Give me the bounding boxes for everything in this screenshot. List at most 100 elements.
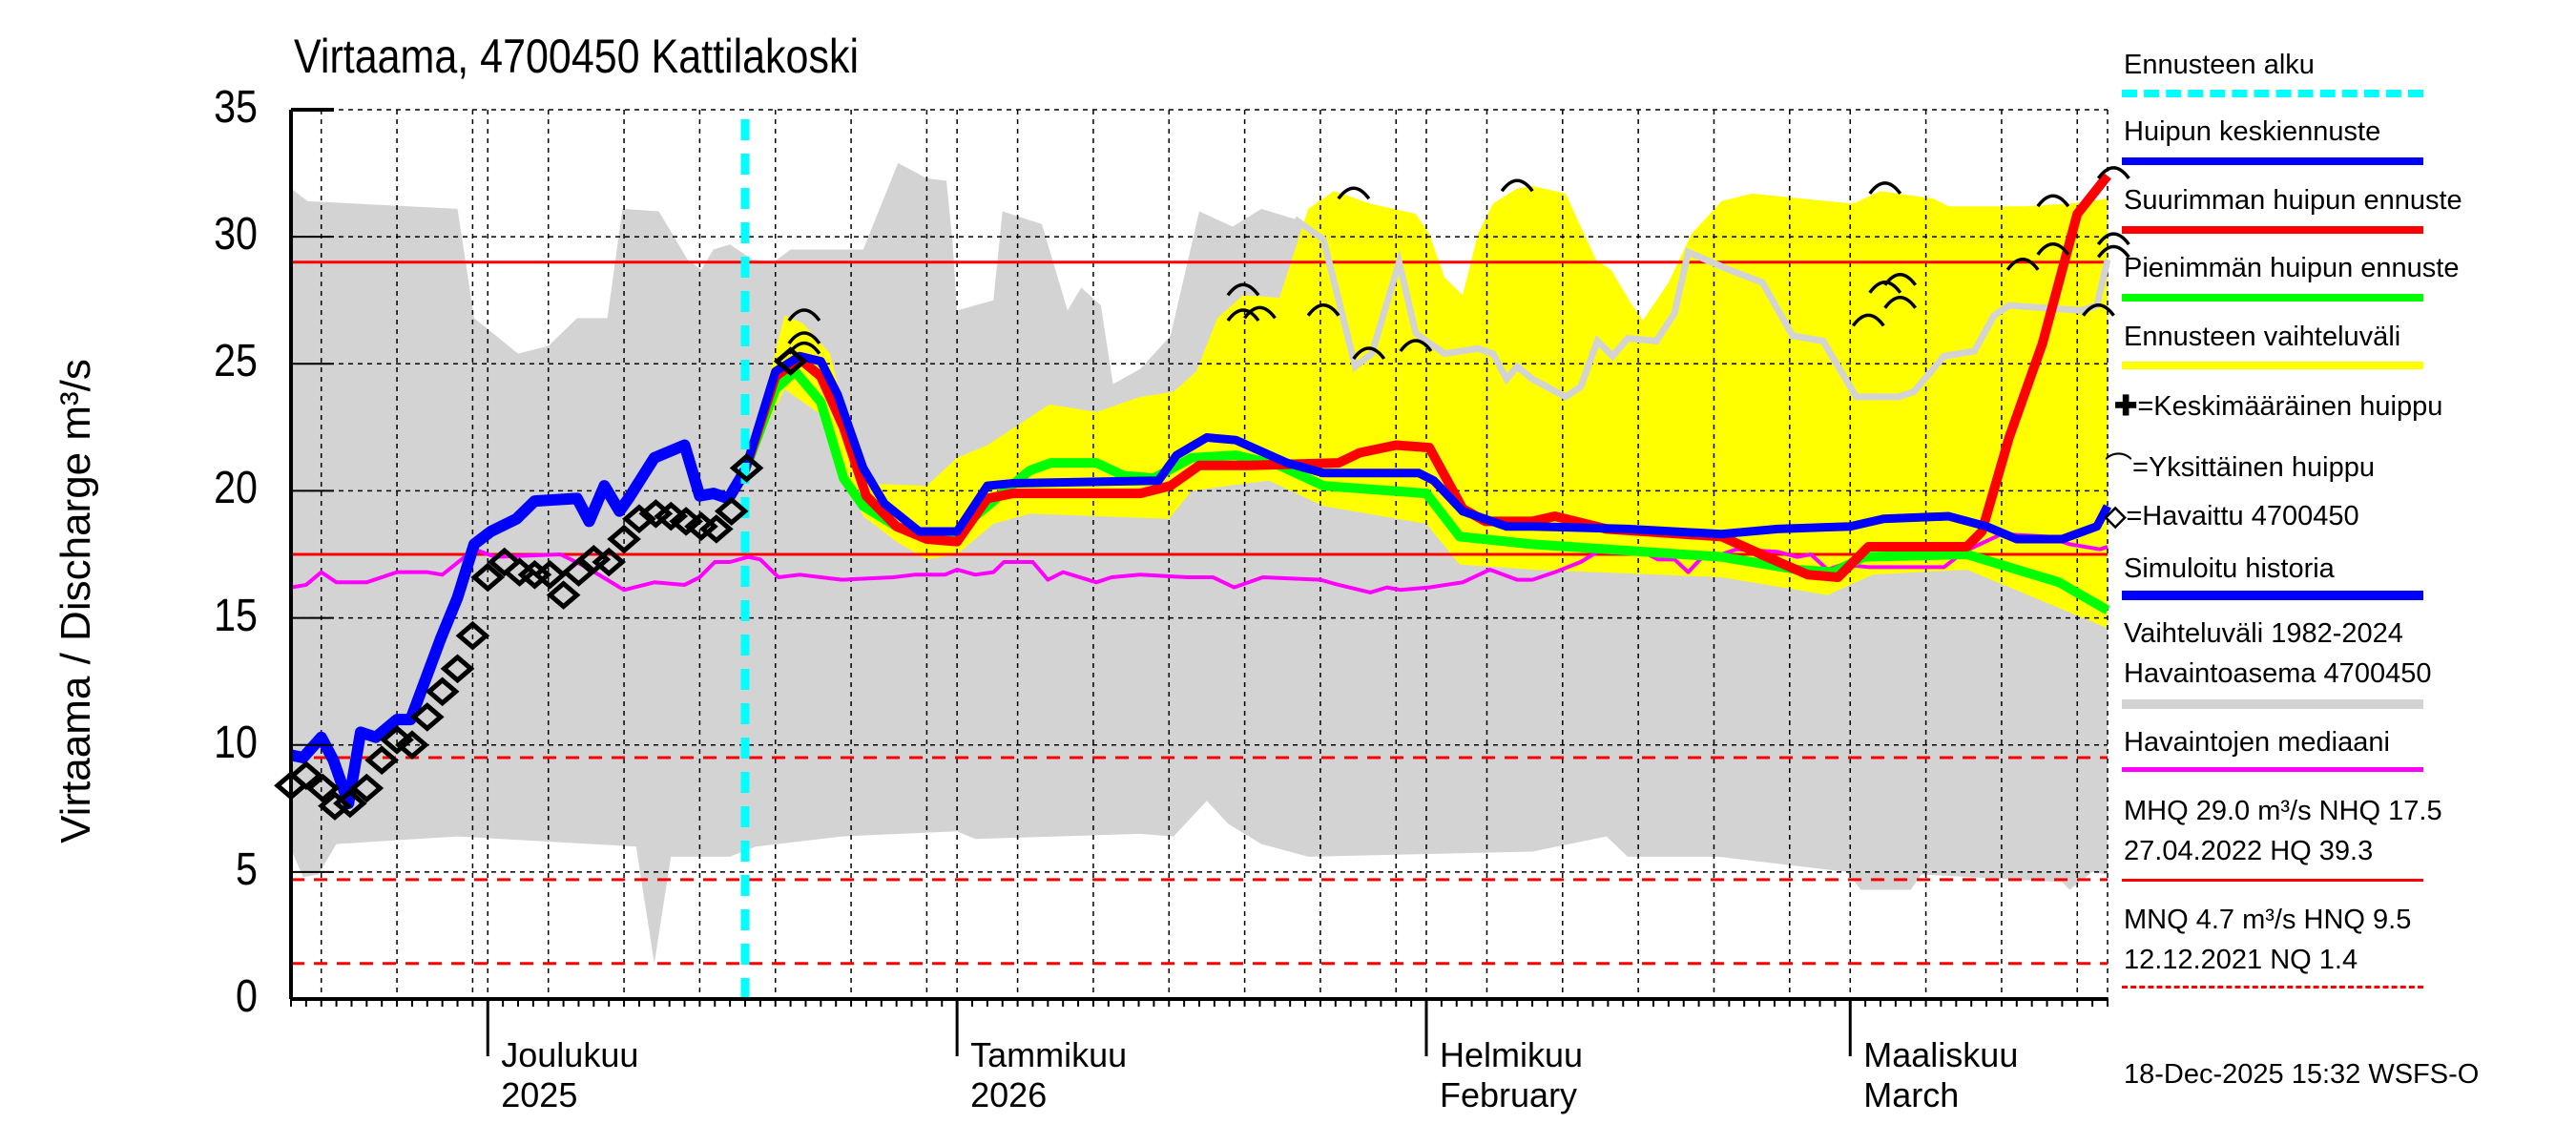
month-sub: March <box>1863 1075 1960 1114</box>
month-label: Tammikuu 2026 <box>970 1035 1127 1115</box>
single-peak-marker <box>2036 194 2070 208</box>
legend-observed: ◇=Havaittu 4700450 <box>2105 501 2359 531</box>
single-peak-marker <box>2005 258 2040 271</box>
y-tick-label: 0 <box>236 971 258 1022</box>
month-label: Joulukuu 2025 <box>501 1035 638 1115</box>
single-peak-marker <box>2036 242 2070 256</box>
month-name: Maaliskuu <box>1863 1035 2019 1074</box>
single-peak-marker <box>1883 295 1918 309</box>
observed-point <box>502 557 537 587</box>
y-tick-label: 5 <box>236 843 258 895</box>
observed-point <box>395 730 429 760</box>
legend-hist-range-1: Vaihteluväli 1982-2024 <box>2124 618 2403 649</box>
single-peak-marker <box>1399 339 1433 353</box>
legend-max-peak: Suurimman huipun ennuste <box>2124 185 2462 216</box>
month-sub: February <box>1440 1075 1578 1114</box>
series-max <box>740 173 2111 582</box>
single-peak-marker <box>1306 302 1340 317</box>
observed-point <box>654 501 689 531</box>
observed-point <box>425 677 460 707</box>
legend-forecast-range: Ennusteen vaihteluväli <box>2124 322 2401 352</box>
month-label: Helmikuu February <box>1440 1035 1583 1115</box>
single-peak-marker <box>787 331 821 345</box>
arc-icon: ⌒ <box>2105 452 2133 483</box>
single-peak-marker <box>1226 282 1260 297</box>
observed-point <box>607 524 641 554</box>
single-peak-marker <box>2096 232 2130 246</box>
observed-point <box>592 547 627 577</box>
legend-hist-range-swatch <box>2122 699 2423 709</box>
observed-point <box>305 773 341 803</box>
observed-point <box>532 560 568 590</box>
observed-point <box>440 654 475 684</box>
legend-single-peak: ⌒=Yksittäinen huippu <box>2105 452 2375 483</box>
observed-point <box>638 499 674 529</box>
single-peak-marker <box>2096 244 2130 259</box>
y-tick-label: 35 <box>214 82 258 133</box>
legend-mnq-2: 12.12.2021 NQ 1.4 <box>2124 945 2358 975</box>
legend-mean-peak: Huipun keskiennuste <box>2124 116 2381 147</box>
legend-hist-range-2: Havaintoasema 4700450 <box>2124 658 2432 689</box>
single-peak-marker <box>787 308 821 323</box>
legend-simulated: Simuloitu historia <box>2124 553 2335 584</box>
month-sub: 2026 <box>970 1075 1048 1114</box>
historical-range-upper-line <box>1292 216 2111 401</box>
observed-point <box>669 507 703 536</box>
observed-point <box>470 562 506 593</box>
observed-point <box>576 545 612 574</box>
observed-point <box>546 580 581 610</box>
timestamp: 18-Dec-2025 15:32 WSFS-O <box>2124 1059 2480 1090</box>
legend-mean-peak-swatch <box>2122 157 2423 165</box>
diamond-icon: ◇ <box>2105 501 2127 531</box>
observed-point <box>714 496 749 527</box>
single-peak-marker <box>2082 302 2115 317</box>
legend-median: Havaintojen mediaani <box>2124 727 2390 758</box>
single-peak-marker <box>1352 346 1386 361</box>
observed-point <box>409 702 445 732</box>
single-peak-marker <box>1851 313 1885 327</box>
single-peak-marker <box>1337 186 1371 200</box>
observed-point <box>333 788 367 819</box>
month-name: Joulukuu <box>501 1035 639 1074</box>
y-tick-label: 25 <box>214 336 258 387</box>
month-sub: 2025 <box>501 1075 578 1114</box>
chart-title: Virtaama, 4700450 Kattilakoski <box>294 30 860 83</box>
observed-point <box>699 514 734 544</box>
observed-point <box>364 745 400 775</box>
y-tick-label: 20 <box>214 463 258 514</box>
series-median <box>291 531 2109 594</box>
legend-median-swatch <box>2122 767 2423 772</box>
legend-forecast-start-swatch <box>2122 90 2423 97</box>
single-peak-marker <box>1243 305 1277 320</box>
observed-point <box>622 504 656 534</box>
single-peak-marker <box>1500 178 1534 193</box>
month-name: Tammikuu <box>970 1035 1128 1074</box>
observed-point <box>318 791 352 821</box>
legend-mhq-2: 27.04.2022 HQ 39.3 <box>2124 836 2374 866</box>
legend-forecast-start: Ennusteen alku <box>2124 50 2315 80</box>
month-name: Helmikuu <box>1440 1035 1584 1074</box>
observed-point <box>455 620 490 651</box>
series-mean <box>740 351 2111 544</box>
observed-point <box>729 453 764 483</box>
observed-point <box>773 346 808 376</box>
legend-max-peak-swatch <box>2122 226 2423 234</box>
single-peak-marker <box>787 341 821 355</box>
legend-avg-peak: ✚=Keskimääräinen huippu <box>2114 391 2443 422</box>
observed-point <box>349 773 384 803</box>
plus-icon: ✚ <box>2114 391 2138 422</box>
observed-point <box>684 511 718 542</box>
legend-forecast-range-swatch <box>2122 362 2423 369</box>
y-axis-title: Virtaama / Discharge m³/s <box>52 359 99 843</box>
y-tick-label: 15 <box>214 590 258 641</box>
observed-point <box>289 760 323 790</box>
observed-point <box>380 725 414 755</box>
y-tick-label: 10 <box>214 717 258 768</box>
y-tick-label: 30 <box>214 209 258 260</box>
legend-mnq-1: MNQ 4.7 m³/s HNQ 9.5 <box>2124 905 2412 935</box>
single-peak-marker <box>1868 181 1902 195</box>
single-peak-marker <box>1883 273 1918 286</box>
legend-mnq-swatch <box>2122 986 2423 989</box>
legend-mhq-swatch <box>2122 879 2423 882</box>
